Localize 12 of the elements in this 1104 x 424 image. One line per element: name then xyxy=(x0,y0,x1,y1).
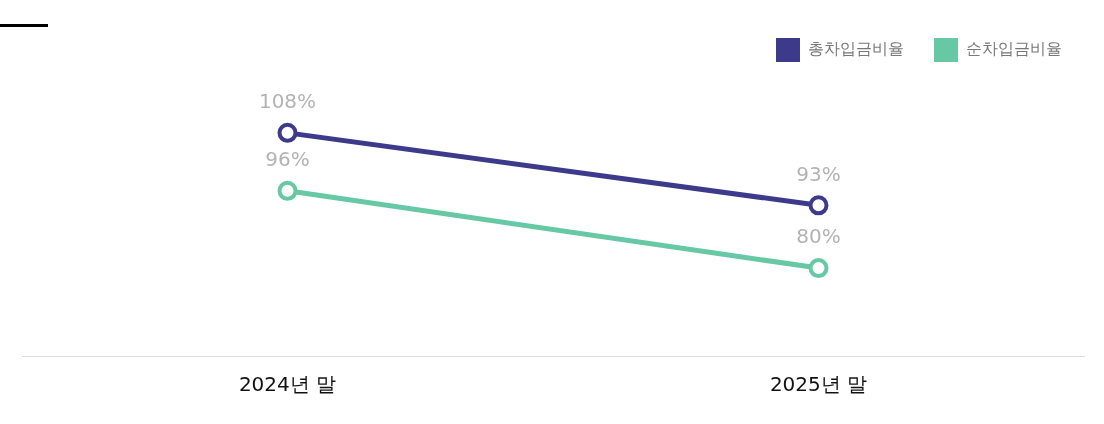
point xyxy=(277,180,298,201)
point xyxy=(808,258,829,279)
legend-label: 총차입금비율 xyxy=(808,39,904,59)
data-label: 93% xyxy=(796,161,841,186)
data-label: 96% xyxy=(265,147,310,172)
data-label: 108% xyxy=(258,89,317,114)
data-label: 80% xyxy=(796,224,841,249)
x-tick-label: 2024년 말 xyxy=(238,372,337,397)
x-tick-label: 2025년 말 xyxy=(769,372,868,397)
point xyxy=(277,122,298,143)
point xyxy=(808,195,829,216)
legend-label: 순차입금비율 xyxy=(966,39,1062,59)
